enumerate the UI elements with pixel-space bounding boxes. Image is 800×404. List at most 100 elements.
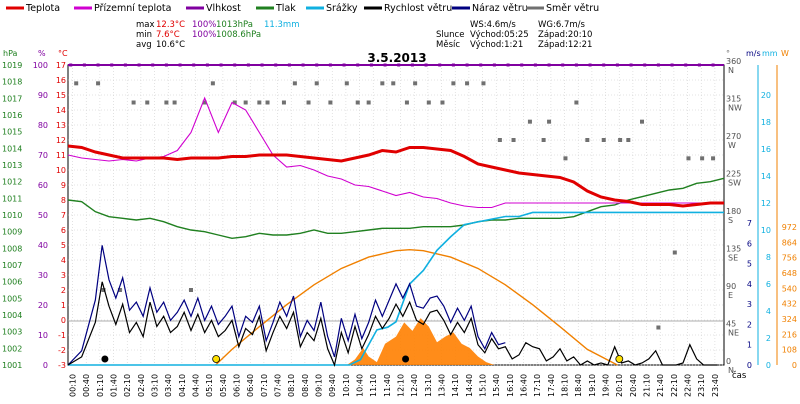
y-tick-percent: 70	[38, 151, 48, 160]
wind-direction-point	[413, 81, 418, 86]
y-tick-percent: 80	[38, 121, 48, 130]
humidity-point	[205, 63, 209, 67]
wind-direction-point	[328, 100, 333, 105]
x-tick-label: 00:40	[82, 374, 91, 397]
legend-label-rychlost-vetru: Rychlost větru	[384, 3, 452, 14]
stat-wg: WG:6.7m/s	[538, 20, 586, 30]
x-tick-label: 03:10	[151, 374, 160, 397]
humidity-point	[82, 63, 86, 67]
humidity-point	[547, 63, 551, 67]
y-tick-direction: N	[728, 66, 734, 75]
x-tick-label: 00:10	[69, 374, 78, 397]
y-tick-degrees: 135	[726, 245, 741, 254]
wind-direction-point	[344, 81, 349, 86]
wind-direction-point	[314, 81, 319, 86]
y-tick-ms: 0	[747, 361, 752, 370]
wind-direction-point	[391, 81, 396, 86]
y-tick-hpa: 1019	[2, 61, 22, 70]
stat-sun-label: Slunce	[436, 30, 464, 40]
y-tick-celsius: 14	[56, 106, 66, 115]
y-tick-hpa: 1002	[2, 344, 22, 353]
x-tick-label: 05:40	[219, 374, 228, 397]
y-tick-direction: NE	[728, 329, 739, 338]
wind-direction-point	[202, 100, 207, 105]
x-tick-label: 20:10	[615, 374, 624, 397]
legend-item-prizemni-teplota: Přízemní teplota	[74, 3, 171, 14]
stat-moonset: Západ:12:21	[538, 40, 592, 50]
humidity-point	[287, 63, 291, 67]
series-tlak	[67, 177, 725, 240]
wind-direction-point	[672, 250, 677, 255]
wind-direction-point	[292, 81, 297, 86]
wind-direction-point	[527, 119, 532, 124]
x-tick-label: 22:40	[684, 374, 693, 397]
wind-direction-point	[117, 288, 122, 292]
y-tick-mm: 20	[761, 91, 771, 100]
humidity-point	[561, 63, 565, 67]
y-tick-degrees: 360	[726, 57, 741, 66]
wind-direction-point	[243, 100, 248, 105]
stat-rain-total: 11.3mm	[264, 20, 300, 30]
wind-direction-point	[574, 100, 579, 105]
humidity-point	[520, 63, 524, 67]
stat-moonrise: Východ:1:21	[470, 40, 523, 50]
sunset-icon	[615, 355, 624, 363]
humidity-point	[574, 63, 578, 67]
legend-item-rychlost-vetru: Rychlost větru	[364, 3, 452, 14]
x-tick-label: 13:40	[438, 374, 447, 397]
humidity-point	[178, 63, 182, 67]
x-tick-label: 04:40	[192, 374, 201, 397]
humidity-point	[110, 63, 114, 67]
humidity-point	[410, 63, 414, 67]
moonset-icon	[402, 355, 410, 363]
y-tick-percent: 100	[33, 61, 48, 70]
wind-direction-point	[257, 100, 262, 105]
y-tick-mm: 4	[766, 307, 771, 316]
y-tick-celsius: 3	[61, 271, 66, 280]
humidity-point	[369, 63, 373, 67]
y-tick-percent: 0	[43, 361, 48, 370]
y-tick-watt: 216	[782, 330, 797, 339]
x-tick-label: 01:40	[110, 374, 119, 397]
wind-direction-point	[426, 100, 431, 105]
axis-unit-ms: m/s	[746, 49, 761, 58]
y-tick-watt: 756	[782, 254, 797, 263]
x-tick-label: 03:40	[164, 374, 173, 397]
y-tick-mm: 8	[766, 253, 771, 262]
y-tick-degrees: 315	[726, 95, 741, 104]
y-tick-watt: 324	[782, 315, 797, 324]
chart-title: 3.5.2013	[367, 51, 426, 65]
y-tick-direction: E	[728, 291, 733, 300]
wind-direction-point	[172, 100, 177, 105]
stat-max-temp: 12.3°C	[156, 20, 185, 30]
y-tick-direction: S	[728, 216, 733, 225]
series-srazky	[68, 211, 724, 366]
humidity-point	[656, 63, 660, 67]
humidity-point	[301, 63, 305, 67]
x-tick-label: 07:10	[260, 374, 269, 397]
y-tick-celsius: 16	[56, 76, 66, 85]
stat-max-press: 1013hPa	[216, 20, 253, 30]
wind-direction-point	[131, 100, 136, 105]
y-tick-hpa: 1013	[2, 161, 22, 170]
axis-unit-mm: mm	[762, 49, 778, 58]
y-tick-celsius: 9	[61, 181, 66, 190]
humidity-point	[69, 63, 73, 67]
y-tick-watt: 108	[782, 346, 797, 355]
y-tick-celsius: -3	[58, 361, 66, 370]
y-tick-celsius: 5	[61, 241, 66, 250]
wind-direction-point	[355, 100, 360, 105]
y-tick-degrees: 270	[726, 132, 741, 141]
y-tick-percent: 60	[38, 181, 48, 190]
moonrise-icon	[101, 355, 109, 363]
humidity-point	[424, 63, 428, 67]
x-tick-label: 11:40	[383, 374, 392, 397]
wind-direction-point	[481, 81, 486, 86]
y-tick-watt: 432	[782, 300, 797, 309]
y-tick-watt: 540	[782, 284, 797, 293]
y-tick-watt: 864	[782, 238, 797, 247]
x-tick-label: 10:10	[342, 374, 351, 397]
y-tick-degrees: 225	[726, 170, 741, 179]
wind-direction-point	[465, 81, 470, 86]
axis-unit-hpa: hPa	[3, 49, 18, 58]
